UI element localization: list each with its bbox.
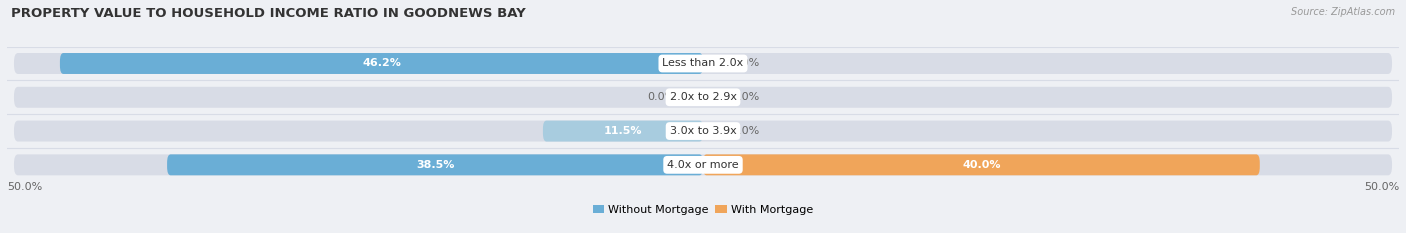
FancyBboxPatch shape	[14, 53, 1392, 74]
Text: PROPERTY VALUE TO HOUSEHOLD INCOME RATIO IN GOODNEWS BAY: PROPERTY VALUE TO HOUSEHOLD INCOME RATIO…	[11, 7, 526, 20]
Text: Source: ZipAtlas.com: Source: ZipAtlas.com	[1291, 7, 1395, 17]
Text: Less than 2.0x: Less than 2.0x	[662, 58, 744, 69]
FancyBboxPatch shape	[14, 87, 1392, 108]
FancyBboxPatch shape	[14, 121, 1392, 141]
Text: 46.2%: 46.2%	[361, 58, 401, 69]
FancyBboxPatch shape	[703, 154, 1260, 175]
Text: 4.0x or more: 4.0x or more	[668, 160, 738, 170]
Text: 0.0%: 0.0%	[647, 92, 675, 102]
Text: 2.0x to 2.9x: 2.0x to 2.9x	[669, 92, 737, 102]
Text: 38.5%: 38.5%	[416, 160, 454, 170]
FancyBboxPatch shape	[14, 154, 1392, 175]
Text: 0.0%: 0.0%	[731, 58, 759, 69]
Text: 3.0x to 3.9x: 3.0x to 3.9x	[669, 126, 737, 136]
Text: 0.0%: 0.0%	[731, 92, 759, 102]
FancyBboxPatch shape	[543, 121, 703, 141]
Text: 40.0%: 40.0%	[962, 160, 1001, 170]
Text: 50.0%: 50.0%	[1364, 182, 1399, 192]
FancyBboxPatch shape	[167, 154, 703, 175]
FancyBboxPatch shape	[60, 53, 703, 74]
Legend: Without Mortgage, With Mortgage: Without Mortgage, With Mortgage	[588, 200, 818, 219]
Text: 0.0%: 0.0%	[731, 126, 759, 136]
Text: 11.5%: 11.5%	[603, 126, 643, 136]
Text: 50.0%: 50.0%	[7, 182, 42, 192]
